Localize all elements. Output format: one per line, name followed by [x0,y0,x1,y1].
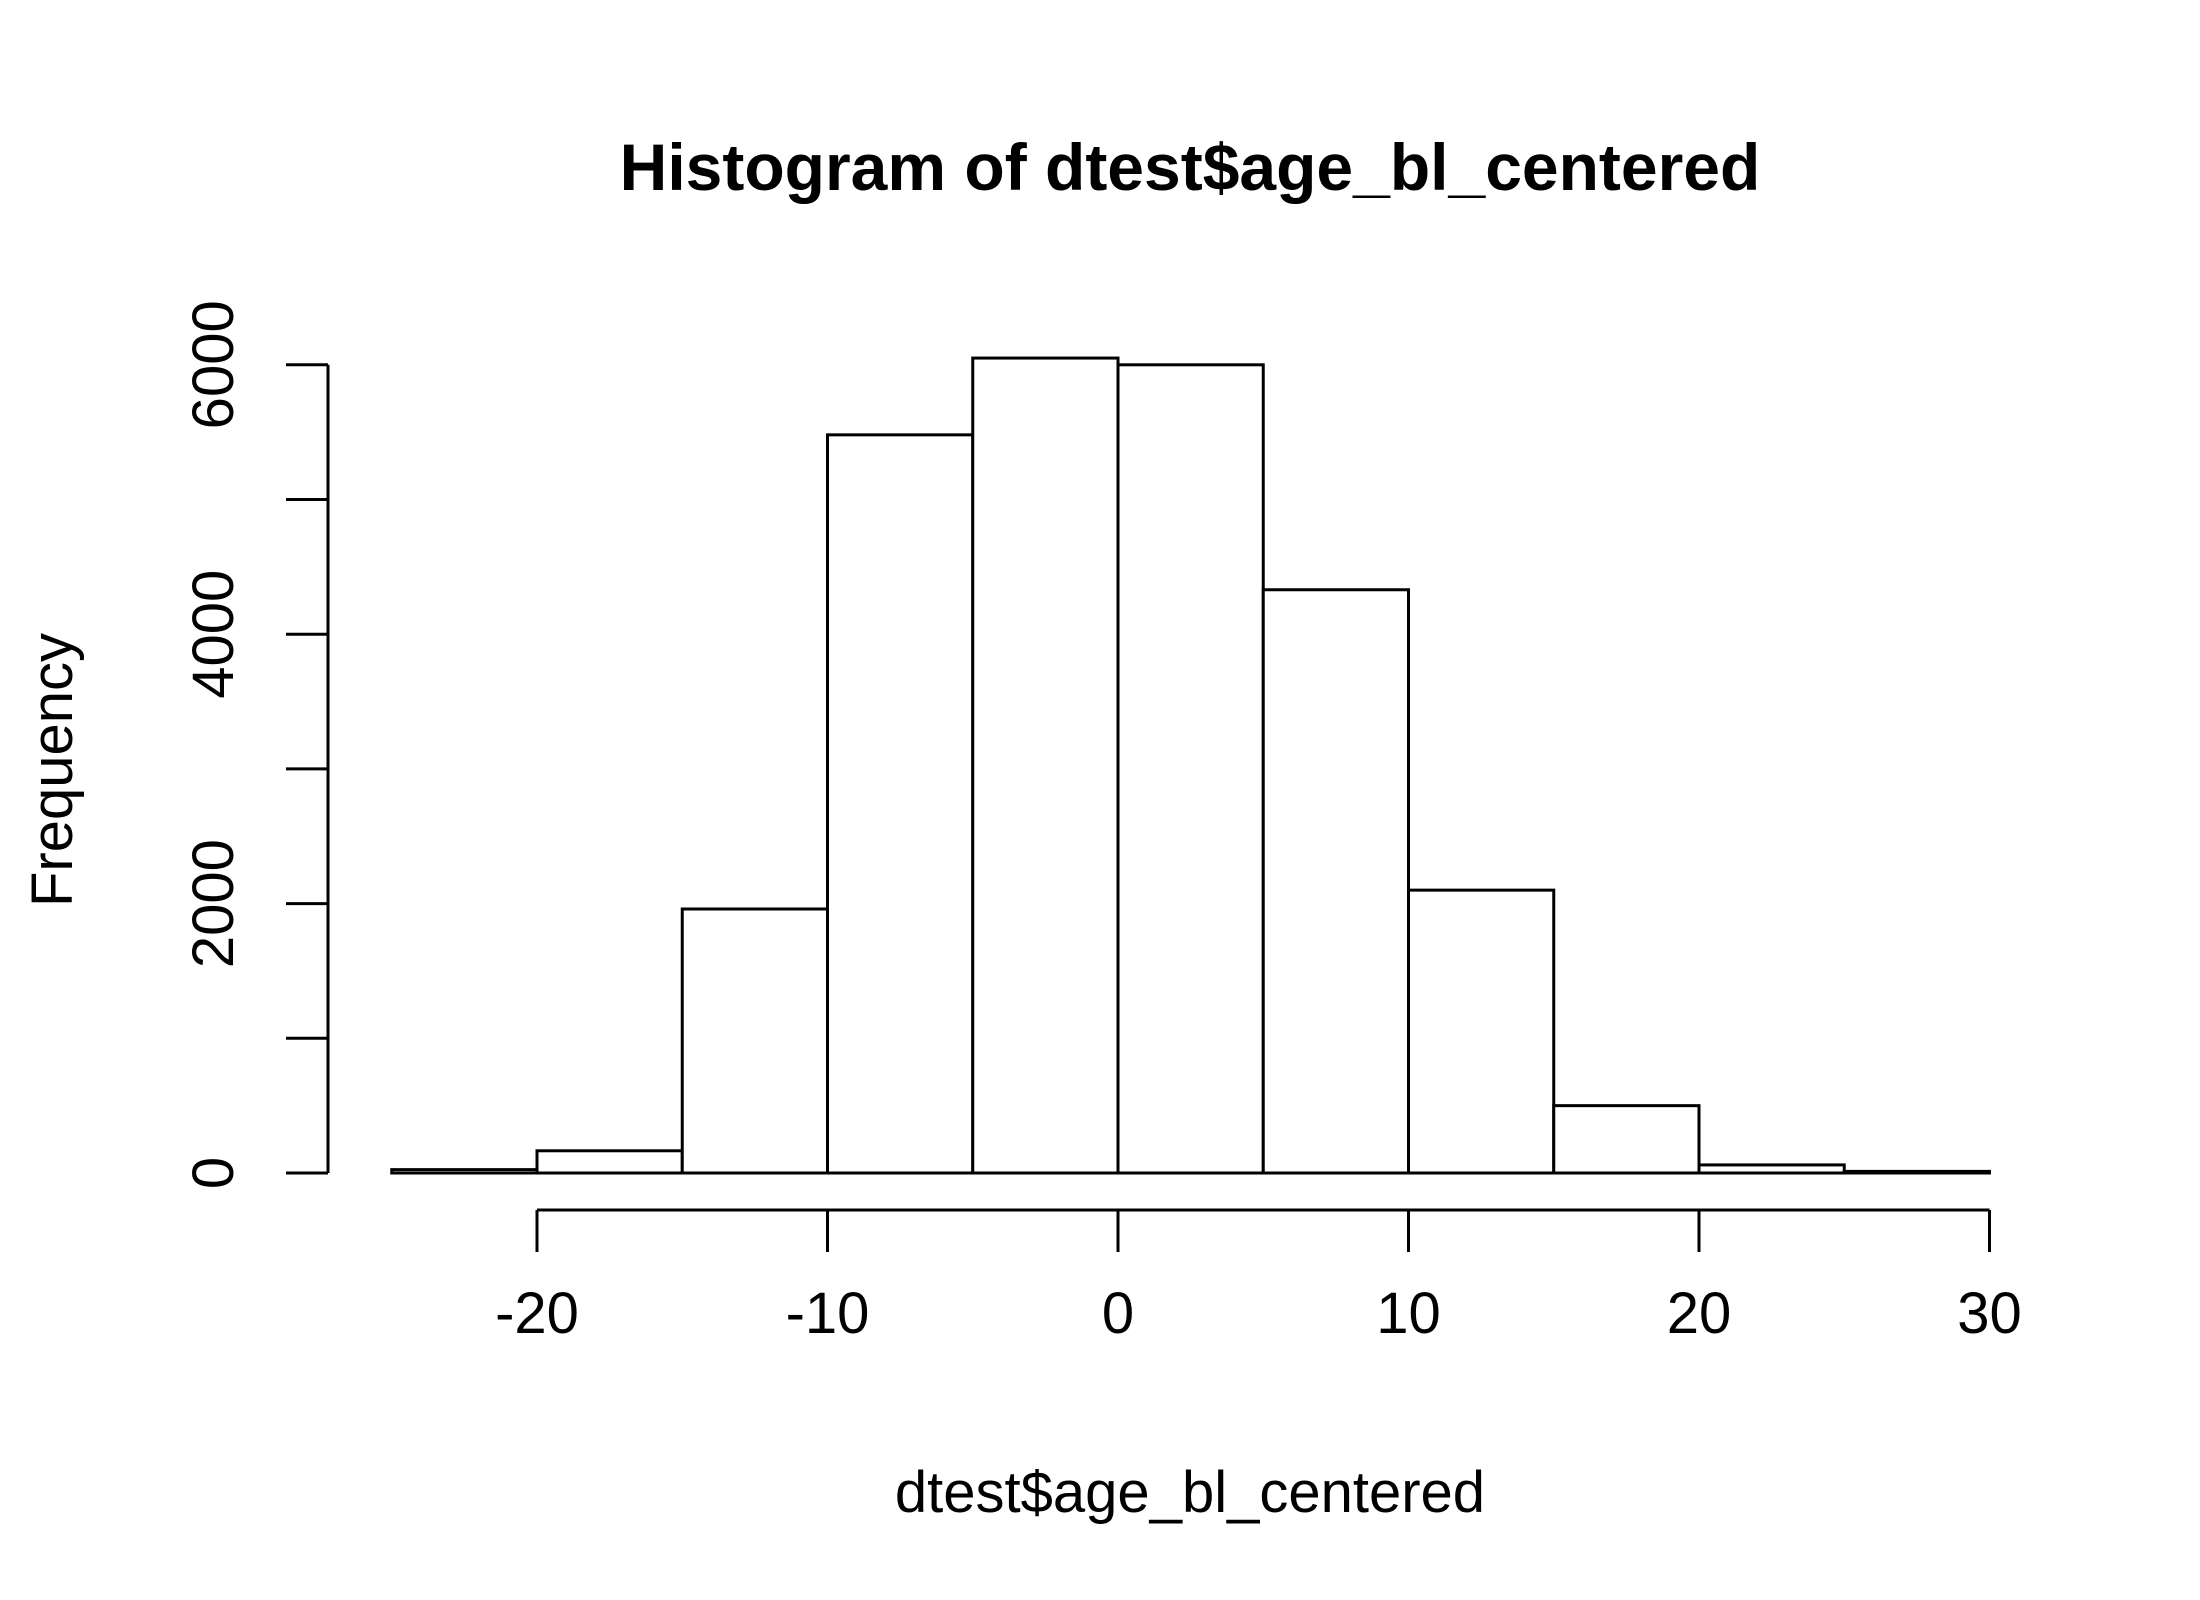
x-axis: -20 -10 0 10 20 30 [495,1208,2022,1346]
y-axis-label: Frequency [20,633,85,907]
histogram-bar [1552,1104,1701,1175]
x-tick-label: 0 [1102,1281,1134,1346]
chart-title: Histogram of dtest$age_bl_centered [620,130,1761,204]
y-tick-label: 0 [181,1157,246,1189]
histogram-bar [1697,1163,1846,1175]
y-tick-label: 6000 [181,300,246,429]
x-tick-label: 20 [1667,1281,1732,1346]
histogram-bar [826,433,975,1175]
x-tick-label: 30 [1957,1281,2022,1346]
y-tick-label: 2000 [181,839,246,968]
histogram-bars [390,356,1991,1175]
x-tick-label: -10 [786,1281,870,1346]
histogram-bar [390,1168,539,1175]
histogram-bar [1407,888,1556,1175]
histogram-bar [971,356,1120,1175]
x-tick-label: 10 [1376,1281,1441,1346]
histogram-bar [680,907,829,1175]
x-axis-label: dtest$age_bl_centered [895,1460,1485,1525]
x-tick-label: -20 [495,1281,579,1346]
y-axis: 0 2000 4000 6000 [181,300,330,1189]
y-tick-label: 4000 [181,570,246,699]
histogram-bar [1116,363,1265,1175]
histogram-bar [1261,588,1410,1175]
histogram-bar [1842,1169,1991,1175]
histogram-bar [535,1149,684,1175]
